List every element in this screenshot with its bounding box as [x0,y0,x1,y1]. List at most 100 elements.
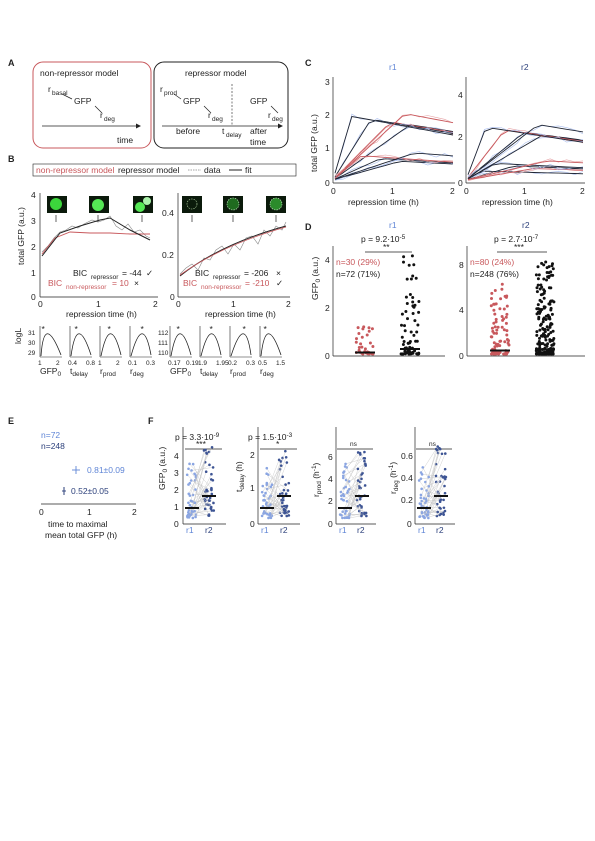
f-r2-dot [359,453,362,456]
f-r2-dot [287,510,291,513]
d-dot [492,352,496,356]
d-dot [540,334,544,337]
f-pair-line [427,507,440,516]
f-r1-dot [338,513,342,516]
f-r1-dot [269,516,273,520]
d-dot [490,352,493,356]
e-v1: 0.81±0.09 [87,465,125,475]
rep-arrow-out2 [270,105,279,114]
f-gfp0-ytick-1: 1 [174,502,179,512]
f-r1-dot [187,467,190,471]
f-r1-dot [262,512,265,515]
d-dot [547,286,551,290]
d-dot [368,341,372,345]
f-tdelay-cat-r2: r2 [280,525,288,535]
d-dot [357,346,361,349]
f-r2-dot [205,488,208,492]
f-r2-dot [279,464,283,467]
nonrep-rdeg: r [100,110,103,120]
f-gfp0-ytick-4: 4 [174,451,179,461]
logl-mini-param-sub: deg [133,371,144,378]
d-dot [365,333,369,337]
f-r1-dot [419,493,423,497]
panel-label-c: C [305,58,312,68]
f-r2-dot [207,514,210,517]
f-gfp0-pval: p = 3.3·10-9 [175,432,220,442]
c-fit-trace [334,158,454,180]
rep-box [153,61,289,149]
f-r2-dot [363,484,367,487]
b-right-bic1-mark: × [276,268,281,278]
d-dot [548,325,552,329]
f-r1-dot [260,514,264,518]
c-data-trace [334,113,454,173]
d-dot [535,286,539,290]
f-r1-dot [342,470,346,473]
f-r1-dot [186,514,189,518]
b-right-xlabel: repression time (h) [205,309,276,319]
f-r2-dot [358,497,362,501]
c-data-trace [467,158,584,182]
logl-mini-curve [130,333,152,357]
logl-mini-param: rprod [100,366,116,378]
b-left-ytick-2: 2 [31,242,36,252]
f-pair-line [195,489,206,509]
f-r2-dot [360,477,363,481]
d-dot [537,273,541,277]
d-r2-pval: p = 2.7·10-7 [494,234,539,244]
d-dot [543,289,547,293]
panel-label-e: E [8,416,14,426]
f-gfp0-cat-r1: r1 [186,525,194,535]
f-pair-line [187,474,211,499]
b-right-ytick-02: 0.2 [162,250,174,260]
b-left-bic1-mark: ✓ [146,268,153,278]
f-r1-dot [346,516,350,519]
d-dot [415,330,419,334]
f-pair-line [343,463,366,476]
rep-title: repressor model [185,68,247,78]
e-xlabel2: mean total GFP (h) [45,530,117,540]
f-rdeg-ytick-02: 0.2 [401,495,413,505]
d-dot [400,335,404,339]
f-r1-dot [264,511,267,515]
logl-left-ytick-30: 30 [28,340,36,347]
f-r1-dot [344,462,347,466]
f-r1-dot [417,479,421,482]
f-pair-line [420,450,438,498]
f-r2-dot [209,478,213,481]
f-pair-line [342,506,362,519]
f-r1-dot [193,509,196,513]
logl-mini-xtick-low: 0.5 [258,360,267,367]
f-rprod-ytick-4: 4 [328,474,333,484]
d-dot [536,307,540,311]
b-legend-rep: repressor model [118,165,180,175]
d-dot [356,326,360,330]
logl-mini-peak-star: * [264,324,268,334]
d-dot [401,343,405,346]
f-r2-dot [362,456,366,460]
logl-mini-curve [260,333,282,357]
d-dot [490,326,494,330]
c-r2-ytick-0: 0 [458,178,463,188]
d-dot [538,328,542,332]
f-r2-dot [211,466,215,469]
f-gfp0-ytick-2: 2 [174,485,179,495]
b-right-cell-2 [226,197,240,211]
c-fit-trace [334,124,454,179]
f-r2-dot [281,491,284,495]
f-rprod-stars: ns [350,441,358,448]
d-dot [401,352,405,356]
d-dot [547,276,551,279]
f-tdelay-ytick-1: 1 [250,483,255,493]
d-dot [536,283,540,287]
b-left-ytick-0: 0 [31,292,36,302]
d-dot [505,304,509,308]
d-dot [540,261,544,265]
d-dot [550,312,554,316]
logl-left-ytick-31: 31 [28,330,36,337]
b-ylabel: total GFP (a.u.) [16,207,26,265]
f-pair-line [188,447,213,494]
f-r1-dot [421,466,425,469]
f-r1-dot [188,462,191,466]
logl-mini-xtick-high: 2 [56,360,60,367]
